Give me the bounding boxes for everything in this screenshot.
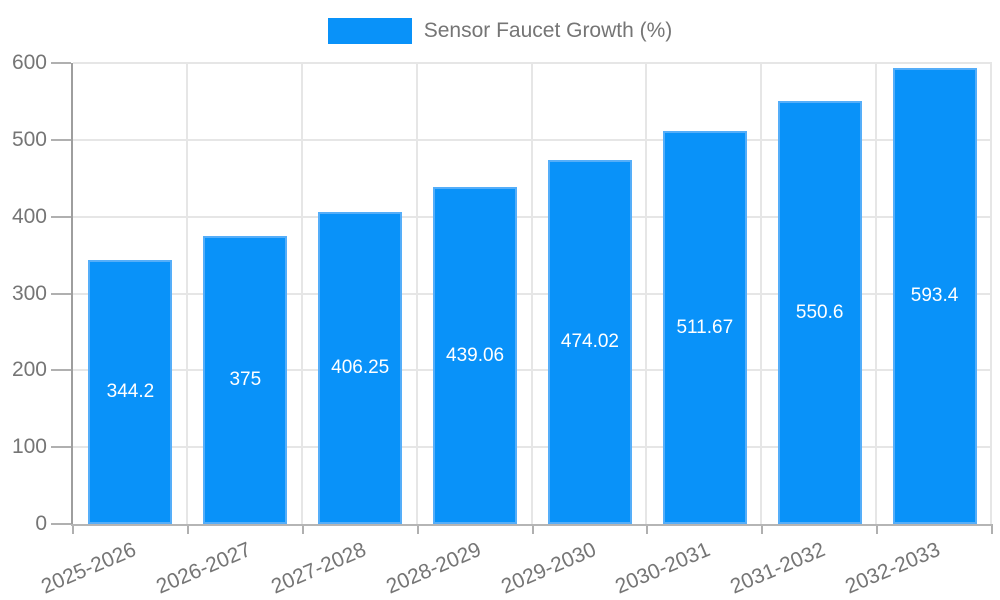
gridline-horizontal — [73, 292, 992, 295]
bar[interactable]: 406.25 — [318, 212, 403, 524]
x-axis-tick — [531, 524, 534, 534]
gridline-vertical — [530, 63, 533, 524]
bar-value-label: 375 — [229, 369, 262, 390]
x-axis-tick-label: 2032-2033 — [842, 538, 944, 599]
y-axis-tick — [51, 369, 71, 372]
bar[interactable]: 474.02 — [547, 160, 632, 524]
y-axis-line — [71, 63, 73, 526]
bar[interactable]: 375 — [203, 236, 288, 524]
y-axis-tick — [51, 446, 71, 449]
gridline-vertical — [415, 63, 418, 524]
x-axis-tick-label: 2028-2029 — [382, 538, 485, 599]
gridline-vertical — [185, 63, 188, 524]
y-axis-tick-label: 500 — [11, 127, 47, 151]
bar-value-label: 593.4 — [910, 285, 959, 306]
x-axis-tick — [301, 524, 304, 534]
legend-swatch-icon — [327, 18, 412, 44]
bar[interactable]: 439.06 — [433, 187, 518, 524]
y-axis-tick — [51, 215, 71, 218]
y-axis-tick-label: 200 — [11, 358, 47, 382]
bar-value-label: 406.25 — [331, 357, 390, 378]
plot-area: 0 100 200 300 400 500 600 344.2 375 406.25 439.06 4… — [12, 51, 993, 598]
legend-label: Sensor Faucet Growth (%) — [423, 19, 673, 42]
y-axis-tick-label: 300 — [11, 281, 47, 305]
x-axis-tick-label: 2026-2027 — [152, 538, 255, 599]
legend-item[interactable]: Sensor Faucet Growth (%) — [327, 18, 673, 44]
bar-value-label: 344.2 — [106, 381, 155, 402]
legend: Sensor Faucet Growth (%) — [0, 17, 1000, 45]
gridline-horizontal — [73, 215, 992, 218]
x-axis-tick — [416, 524, 419, 534]
x-axis-tick-label: 2030-2031 — [612, 538, 714, 599]
gridline-vertical — [990, 63, 992, 524]
bar-value-label: 550.6 — [795, 301, 844, 323]
gridline-horizontal — [73, 138, 992, 141]
x-axis-tick — [646, 524, 649, 534]
gridline-vertical — [760, 63, 763, 524]
y-axis-tick — [51, 138, 71, 141]
x-axis-tick-label: 2029-2030 — [497, 538, 599, 599]
gridline-horizontal — [73, 369, 992, 372]
x-axis-tick — [991, 524, 993, 534]
gridline-vertical — [300, 63, 303, 524]
bar[interactable]: 550.6 — [777, 101, 862, 524]
gridline-horizontal — [73, 446, 992, 449]
bar[interactable]: 344.2 — [88, 260, 173, 524]
gridline-vertical — [645, 63, 648, 524]
bar-value-label: 474.02 — [560, 331, 619, 352]
y-axis-tick-label: 100 — [11, 435, 47, 459]
gridline-horizontal — [73, 62, 992, 64]
x-axis-tick-label: 2031-2032 — [727, 538, 829, 599]
x-axis-tick-label: 2027-2028 — [267, 538, 370, 599]
bar-value-label: 439.06 — [446, 344, 505, 366]
y-axis-tick — [51, 292, 71, 295]
y-axis-tick — [51, 523, 71, 525]
x-axis-tick — [761, 524, 764, 534]
y-axis-tick-label: 400 — [11, 204, 47, 228]
x-axis-tick — [876, 524, 879, 534]
x-axis-tick — [72, 524, 74, 534]
bar-value-label: 511.67 — [676, 316, 734, 338]
x-axis-line — [71, 524, 992, 526]
y-axis-tick — [51, 62, 71, 64]
bar[interactable]: 593.4 — [892, 68, 977, 524]
gridline-vertical — [875, 63, 878, 524]
x-axis-tick-label: 2025-2026 — [37, 538, 140, 599]
x-axis-tick — [186, 524, 189, 534]
y-axis-tick-label: 0 — [35, 512, 47, 535]
y-axis-tick-label: 600 — [11, 51, 47, 74]
bar[interactable]: 511.67 — [662, 131, 747, 524]
